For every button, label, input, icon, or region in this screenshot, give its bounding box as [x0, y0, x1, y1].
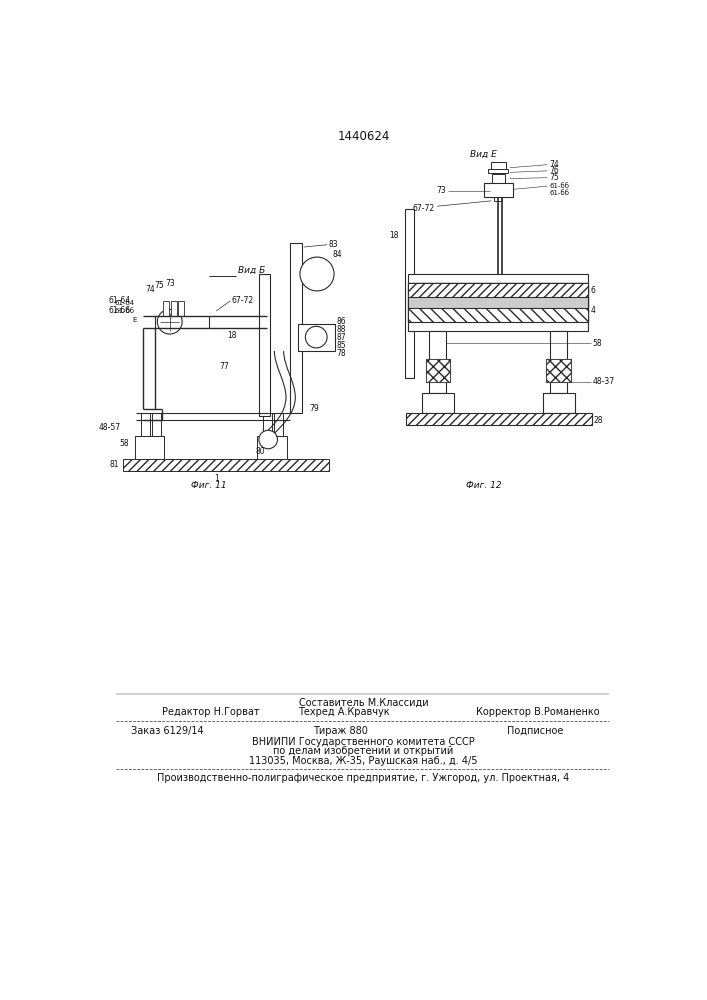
Text: Тираж 880: Тираж 880	[313, 726, 368, 736]
Circle shape	[158, 309, 182, 334]
Text: Фиг. 11: Фиг. 11	[191, 481, 226, 490]
Text: 58: 58	[119, 439, 129, 448]
Bar	[298, 324, 335, 351]
Text: 75: 75	[155, 281, 165, 290]
Text: 77: 77	[219, 362, 229, 371]
Text: Редактор Н.Горват: Редактор Н.Горват	[162, 707, 259, 717]
Text: 18: 18	[389, 231, 398, 240]
Bar	[426, 359, 450, 382]
Bar	[257, 436, 287, 459]
Text: 73: 73	[437, 186, 446, 195]
Text: 78: 78	[337, 349, 346, 358]
Text: 85: 85	[337, 341, 346, 350]
Bar	[409, 283, 588, 322]
Text: Заказ 6129/14: Заказ 6129/14	[131, 726, 204, 736]
Bar	[404, 209, 414, 378]
Text: 28: 28	[594, 416, 603, 425]
Bar	[135, 436, 164, 459]
Text: 61-66: 61-66	[109, 306, 131, 315]
Text: 67-72: 67-72	[413, 204, 435, 213]
Text: Вид Б: Вид Б	[238, 266, 264, 275]
Text: 86: 86	[337, 317, 346, 326]
Text: Вид Е: Вид Е	[470, 150, 497, 159]
Text: по делам изобретений и открытий: по делам изобретений и открытий	[274, 746, 454, 756]
Bar	[409, 308, 588, 322]
Bar	[263, 413, 272, 459]
Bar	[170, 301, 177, 316]
Text: Корректор В.Романенко: Корректор В.Романенко	[476, 707, 600, 717]
Text: 113035, Москва, Ж-35, Раушская наб., д. 4/5: 113035, Москва, Ж-35, Раушская наб., д. …	[250, 756, 478, 766]
Bar	[409, 297, 588, 308]
Bar	[491, 162, 506, 169]
Bar	[547, 359, 571, 382]
Text: Техред А.Кравчук: Техред А.Кравчук	[298, 707, 390, 717]
Text: 48-57: 48-57	[99, 424, 121, 432]
Text: 80: 80	[256, 447, 265, 456]
Bar	[406, 413, 592, 425]
Bar	[163, 301, 169, 316]
Bar	[492, 174, 505, 183]
Text: 61-б4: 61-б4	[115, 300, 135, 306]
Circle shape	[305, 326, 327, 348]
Circle shape	[300, 257, 334, 291]
Bar	[152, 413, 161, 459]
Bar	[421, 393, 454, 413]
Text: 61-бб: 61-бб	[115, 308, 135, 314]
Text: 84: 84	[332, 250, 342, 259]
Bar	[178, 301, 185, 316]
Text: ВНИИПИ Государственного комитета СССР: ВНИИПИ Государственного комитета СССР	[252, 737, 475, 747]
Bar	[484, 183, 513, 197]
Text: Производственно-полиграфическое предприятие, г. Ужгород, ул. Проектная, 4: Производственно-полиграфическое предприя…	[158, 773, 570, 783]
Text: Составитель М.Классиди: Составитель М.Классиди	[298, 698, 428, 708]
Text: 18: 18	[227, 331, 237, 340]
Bar	[542, 393, 575, 413]
Text: 6: 6	[590, 286, 595, 295]
Bar	[274, 413, 283, 459]
Text: 83: 83	[329, 240, 338, 249]
Text: 1440624: 1440624	[337, 130, 390, 143]
Circle shape	[259, 430, 277, 449]
Bar	[409, 283, 588, 322]
Bar	[547, 359, 571, 382]
Text: 74: 74	[146, 285, 156, 294]
Bar	[141, 413, 151, 459]
Bar	[429, 331, 446, 393]
Bar	[123, 459, 329, 471]
Bar	[290, 243, 303, 413]
Text: 79: 79	[309, 404, 319, 413]
Text: 74: 74	[549, 160, 559, 169]
Bar	[409, 322, 588, 331]
Text: Е: Е	[132, 317, 136, 323]
Text: Подписное: Подписное	[507, 726, 563, 736]
Text: 61-бб: 61-бб	[549, 183, 570, 189]
Text: 75: 75	[549, 173, 559, 182]
Text: 4: 4	[590, 306, 595, 315]
Text: 61-64: 61-64	[109, 296, 131, 305]
Bar	[550, 331, 567, 393]
Text: 67-72: 67-72	[232, 296, 254, 305]
Text: 61-бб: 61-бб	[549, 190, 570, 196]
Bar	[426, 359, 450, 382]
Text: 87: 87	[337, 333, 346, 342]
Bar	[489, 169, 508, 173]
Bar	[259, 274, 270, 416]
Text: 73: 73	[165, 279, 175, 288]
Text: 81: 81	[110, 460, 119, 469]
Bar	[409, 274, 588, 283]
Text: 48-37: 48-37	[592, 377, 614, 386]
Text: 1: 1	[214, 474, 218, 483]
Text: 76: 76	[549, 166, 559, 175]
Text: 58: 58	[592, 339, 602, 348]
Text: Фиг. 12: Фиг. 12	[466, 481, 501, 490]
Bar	[494, 162, 502, 201]
Text: 88: 88	[337, 325, 346, 334]
